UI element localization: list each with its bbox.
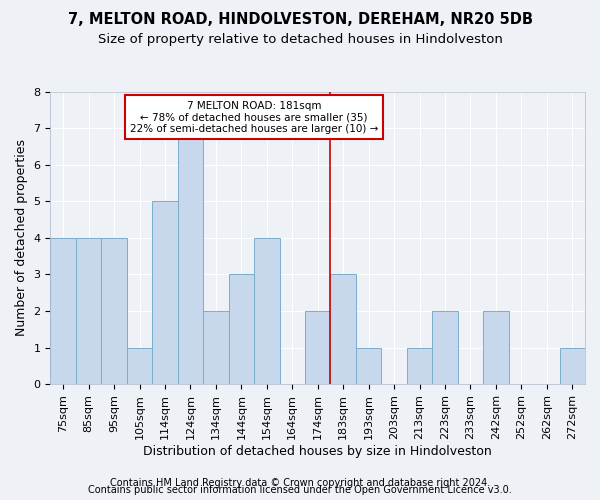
Bar	[127, 348, 152, 384]
X-axis label: Distribution of detached houses by size in Hindolveston: Distribution of detached houses by size …	[143, 444, 492, 458]
Bar	[254, 238, 280, 384]
Text: 7, MELTON ROAD, HINDOLVESTON, DEREHAM, NR20 5DB: 7, MELTON ROAD, HINDOLVESTON, DEREHAM, N…	[67, 12, 533, 28]
Bar	[483, 311, 509, 384]
Bar	[305, 311, 331, 384]
Text: Contains public sector information licensed under the Open Government Licence v3: Contains public sector information licen…	[88, 485, 512, 495]
Bar	[560, 348, 585, 384]
Text: Size of property relative to detached houses in Hindolveston: Size of property relative to detached ho…	[98, 32, 502, 46]
Bar	[152, 201, 178, 384]
Text: 7 MELTON ROAD: 181sqm
← 78% of detached houses are smaller (35)
22% of semi-deta: 7 MELTON ROAD: 181sqm ← 78% of detached …	[130, 100, 378, 134]
Bar	[407, 348, 432, 384]
Bar	[331, 274, 356, 384]
Text: Contains HM Land Registry data © Crown copyright and database right 2024.: Contains HM Land Registry data © Crown c…	[110, 478, 490, 488]
Bar	[76, 238, 101, 384]
Y-axis label: Number of detached properties: Number of detached properties	[15, 140, 28, 336]
Bar	[101, 238, 127, 384]
Bar	[178, 128, 203, 384]
Bar	[203, 311, 229, 384]
Bar	[356, 348, 382, 384]
Bar	[229, 274, 254, 384]
Bar	[432, 311, 458, 384]
Bar	[50, 238, 76, 384]
